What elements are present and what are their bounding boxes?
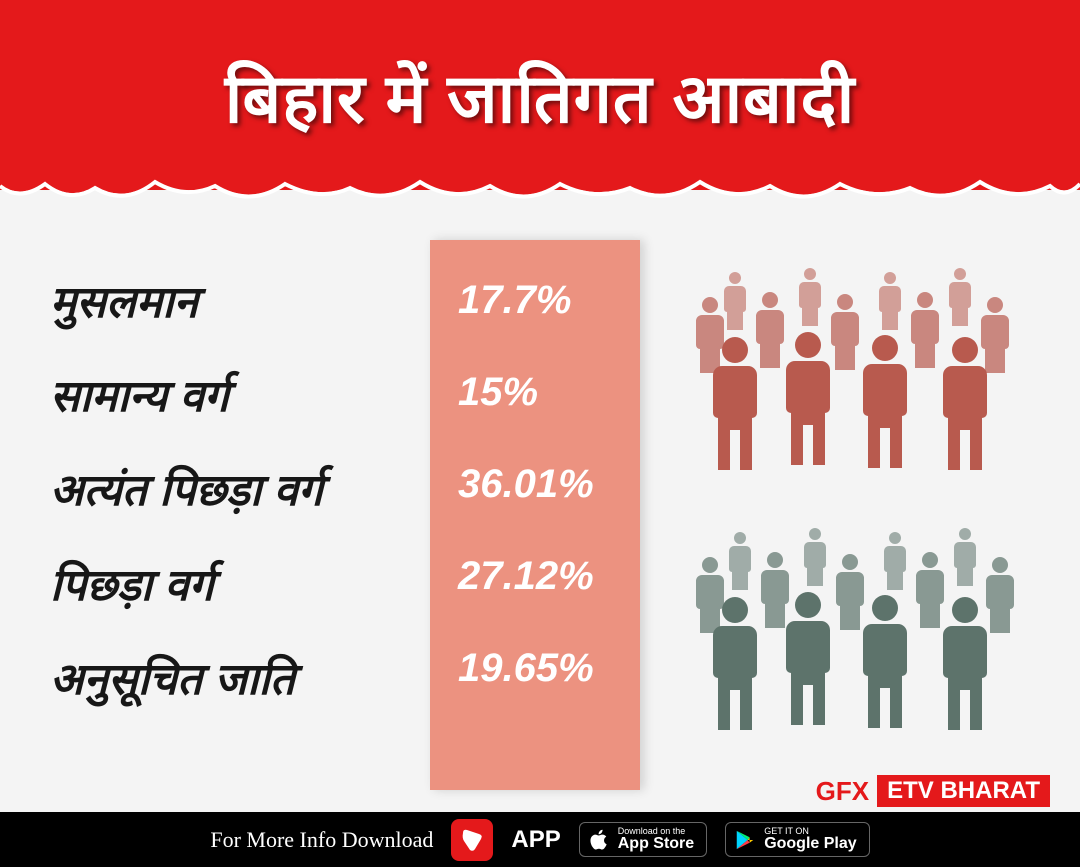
- percentage-values-column: 17.7% 15% 36.01% 27.12% 19.65%: [430, 240, 640, 790]
- percentage-value: 19.65%: [430, 648, 640, 688]
- percentage-value: 27.12%: [430, 556, 640, 596]
- footer-bar: For More Info Download APP Download on t…: [0, 812, 1080, 867]
- percentage-value: 17.7%: [430, 280, 640, 320]
- category-label: अनुसूचित जाति: [50, 657, 430, 703]
- apple-icon: [588, 829, 610, 851]
- footer-download-text: For More Info Download: [210, 827, 433, 853]
- googleplay-icon: [734, 829, 756, 851]
- branding-row: GFX ETV BHARAT: [816, 775, 1050, 807]
- category-label: अत्यंत पिछड़ा वर्ग: [50, 468, 430, 514]
- category-labels-column: मुसलमान सामान्य वर्ग अत्यंत पिछड़ा वर्ग …: [0, 240, 430, 790]
- page-title: बिहार में जातिगत आबादी: [225, 49, 855, 142]
- crowd-top-icon: [680, 260, 1030, 490]
- percentage-value: 15%: [430, 372, 640, 412]
- googleplay-big-text: Google Play: [764, 836, 856, 852]
- category-label: पिछड़ा वर्ग: [50, 563, 430, 609]
- gfx-tag: GFX: [816, 776, 869, 807]
- crowd-illustration-column: [640, 240, 1080, 790]
- appstore-badge[interactable]: Download on the App Store: [579, 822, 707, 857]
- crowd-bottom-icon: [680, 520, 1030, 750]
- googleplay-badge[interactable]: GET IT ON Google Play: [725, 822, 869, 857]
- etv-app-icon[interactable]: [451, 819, 493, 861]
- torn-edge-decoration: [0, 172, 1080, 208]
- category-label: सामान्य वर्ग: [50, 374, 430, 420]
- percentage-value: 36.01%: [430, 464, 640, 504]
- etv-bharat-tag: ETV BHARAT: [877, 775, 1050, 807]
- app-label: APP: [511, 826, 560, 854]
- header-band: बिहार में जातिगत आबादी: [0, 0, 1080, 190]
- content-area: मुसलमान सामान्य वर्ग अत्यंत पिछड़ा वर्ग …: [0, 240, 1080, 790]
- appstore-big-text: App Store: [618, 836, 694, 852]
- category-label: मुसलमान: [50, 280, 430, 326]
